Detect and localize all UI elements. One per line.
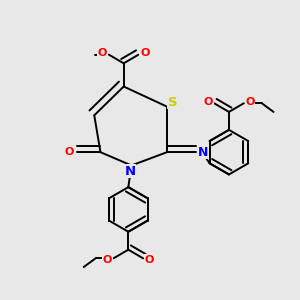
Text: O: O bbox=[145, 255, 154, 265]
Text: N: N bbox=[197, 146, 208, 159]
Text: O: O bbox=[98, 48, 107, 58]
Text: O: O bbox=[140, 48, 149, 58]
Text: O: O bbox=[65, 147, 74, 157]
Text: O: O bbox=[204, 97, 213, 107]
Text: S: S bbox=[168, 95, 177, 109]
Text: N: N bbox=[124, 165, 135, 178]
Text: O: O bbox=[103, 255, 112, 265]
Text: O: O bbox=[245, 97, 255, 107]
